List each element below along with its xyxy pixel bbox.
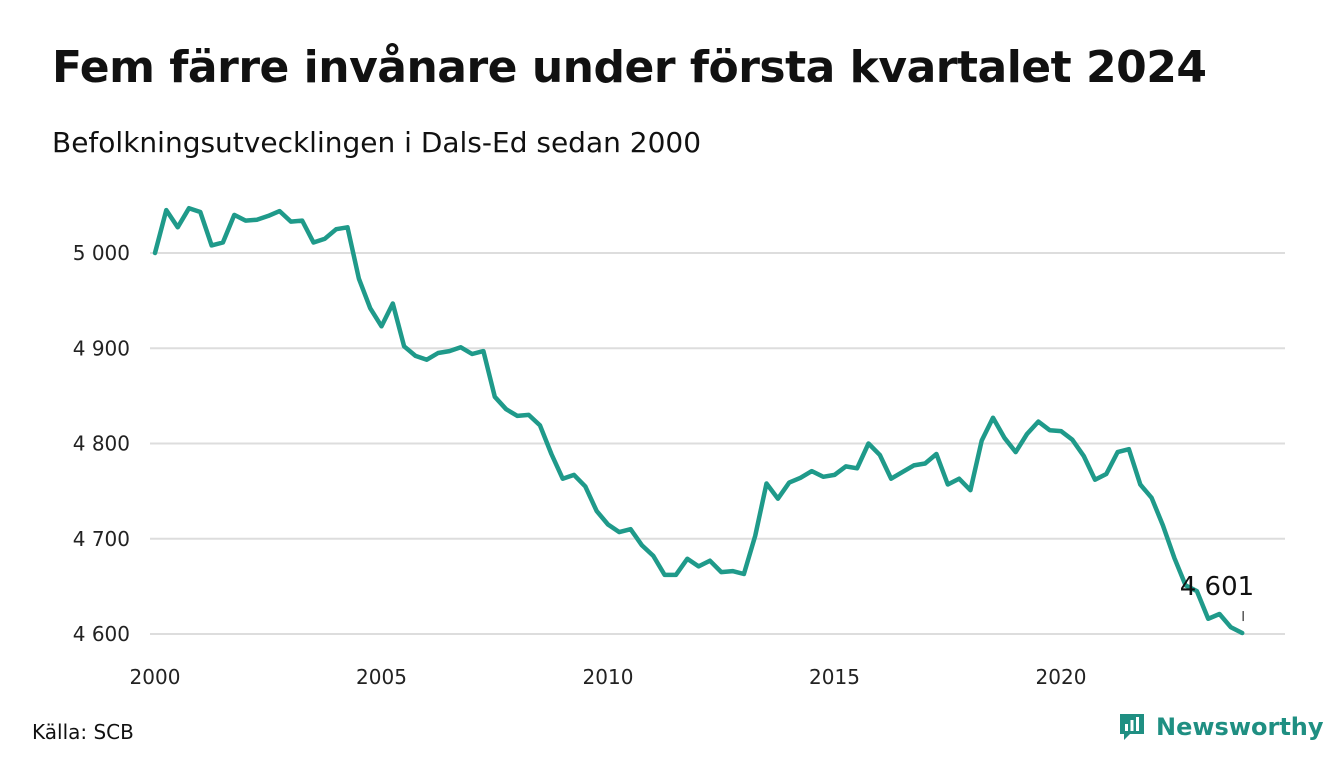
series-group bbox=[152, 205, 1245, 636]
x-tick-label: 2020 bbox=[1036, 665, 1087, 689]
last-value-label: 4 601 bbox=[1180, 572, 1254, 602]
y-tick-label: 4 600 bbox=[73, 622, 130, 646]
y-axis-ticks: 4 600 4 700 4 800 4 900 5 000 bbox=[73, 241, 130, 646]
series-line bbox=[152, 205, 1245, 636]
x-tick-label: 2010 bbox=[583, 665, 634, 689]
brand: Newsworthy bbox=[1118, 712, 1324, 742]
x-axis-ticks: 2000 2005 2010 2015 2020 bbox=[130, 665, 1087, 689]
source-note: Källa: SCB bbox=[32, 720, 134, 744]
brand-name: Newsworthy bbox=[1156, 713, 1324, 741]
chart-title: Fem färre invånare under första kvartale… bbox=[52, 42, 1207, 93]
y-tick-label: 4 800 bbox=[73, 432, 130, 456]
x-tick-label: 2005 bbox=[356, 665, 407, 689]
x-tick-label: 2015 bbox=[809, 665, 860, 689]
chart-subtitle: Befolkningsutvecklingen i Dals-Ed sedan … bbox=[52, 126, 702, 159]
grid-lines bbox=[150, 252, 1285, 635]
y-tick-label: 4 700 bbox=[73, 527, 130, 551]
y-tick-label: 4 900 bbox=[73, 336, 130, 360]
annotations: 4 601 bbox=[1180, 572, 1254, 622]
newsworthy-logo-icon bbox=[1120, 714, 1144, 740]
x-tick-label: 2000 bbox=[130, 665, 181, 689]
y-tick-label: 5 000 bbox=[73, 241, 130, 265]
